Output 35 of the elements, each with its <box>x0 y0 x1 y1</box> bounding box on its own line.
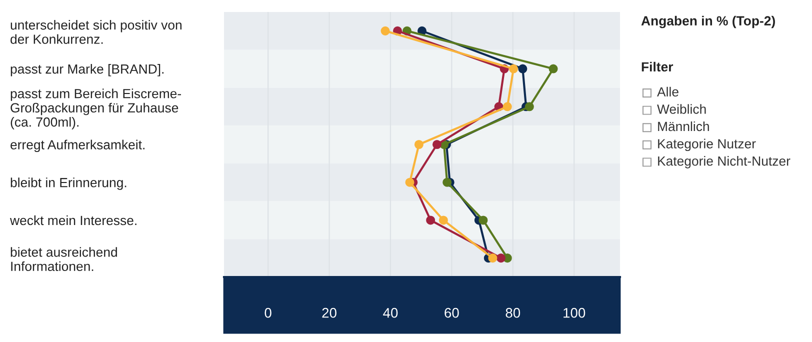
y-tick-label: unterscheidet sich positiv von der Konkurrenz. <box>10 20 182 44</box>
y-tick-label: erregt Aufmerksamkeit. <box>10 140 144 152</box>
point <box>502 102 512 112</box>
text: Männlich <box>658 121 709 132</box>
text: Kategorie Nicht-Nutzer <box>658 156 790 168</box>
y-tick-label: bleibt in Erinnerung. <box>10 178 126 190</box>
text: Kategorie Nutzer <box>658 138 756 152</box>
point <box>442 178 452 187</box>
point <box>426 216 436 225</box>
point <box>508 64 518 74</box>
point <box>518 64 528 74</box>
text: Weiblich <box>657 104 706 114</box>
x-tick-label: 20 <box>322 308 336 318</box>
point <box>405 178 414 187</box>
text: Alle <box>657 86 678 97</box>
y-tick-label: passt zum Bereich Eiscreme- Großpackungen für Zuhause (ca. 700ml). <box>10 88 181 130</box>
point <box>414 140 424 150</box>
x-tick-label: 0 <box>264 308 272 318</box>
point <box>524 102 534 112</box>
text: Angaben in % (Top-2) <box>641 16 775 28</box>
point <box>488 254 498 263</box>
x-tick-label: 80 <box>506 308 520 318</box>
y-tick-label: bietet ausreichend Informationen. <box>10 247 117 272</box>
y-tick-label: passt zur Marke [BRAND]. <box>10 64 164 76</box>
text: Filter <box>642 62 674 72</box>
point <box>496 254 506 263</box>
point <box>432 140 442 150</box>
point <box>478 216 488 225</box>
point <box>548 64 558 74</box>
point <box>380 26 390 36</box>
point <box>438 216 448 225</box>
x-tick-label: 100 <box>564 308 586 318</box>
y-tick-label: weckt mein Interesse. <box>10 215 136 226</box>
x-tick-label: 60 <box>444 308 459 318</box>
x-tick-label: 40 <box>383 308 398 318</box>
